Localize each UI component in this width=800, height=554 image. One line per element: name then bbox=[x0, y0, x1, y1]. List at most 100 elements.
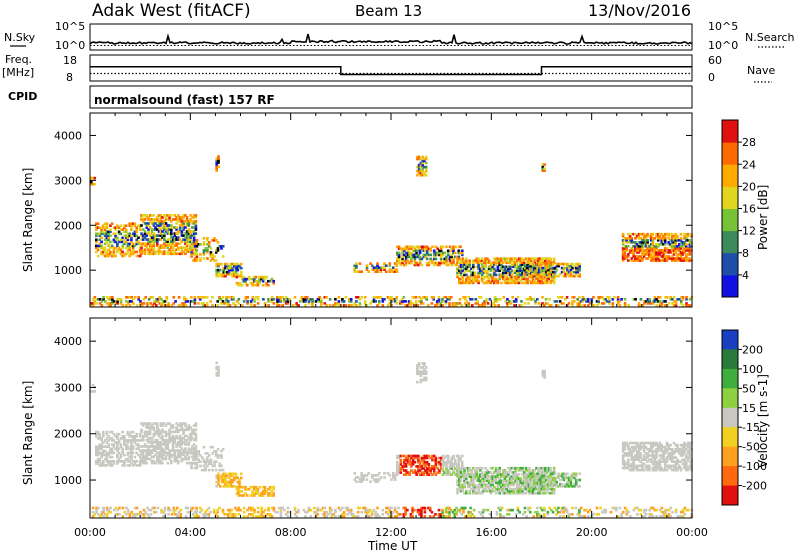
range-cell bbox=[477, 477, 480, 480]
range-cell bbox=[145, 234, 148, 237]
range-cell bbox=[217, 482, 220, 486]
range-cell bbox=[215, 274, 218, 278]
range-cell bbox=[424, 165, 428, 169]
range-cell bbox=[110, 437, 114, 440]
range-cell bbox=[491, 489, 494, 493]
range-cell bbox=[576, 274, 580, 278]
range-cell bbox=[503, 483, 507, 487]
range-cell bbox=[683, 232, 686, 236]
range-cell bbox=[300, 298, 304, 301]
range-cell bbox=[667, 251, 670, 254]
range-cell bbox=[112, 250, 116, 254]
range-cell bbox=[145, 238, 148, 241]
range-cell bbox=[281, 296, 284, 299]
range-cell bbox=[649, 259, 653, 262]
range-cell bbox=[649, 243, 653, 246]
range-cell bbox=[508, 267, 512, 271]
range-cell bbox=[644, 257, 648, 260]
range-cell bbox=[646, 456, 649, 459]
range-cell bbox=[521, 263, 524, 267]
range-cell bbox=[498, 471, 501, 474]
range-cell bbox=[523, 264, 527, 268]
range-cell bbox=[150, 445, 154, 448]
range-cell bbox=[226, 485, 229, 488]
range-cell bbox=[109, 430, 112, 434]
range-cell bbox=[669, 251, 672, 254]
range-cell bbox=[154, 238, 157, 241]
range-cell bbox=[515, 269, 519, 273]
range-cell bbox=[152, 240, 156, 243]
range-cell bbox=[438, 471, 441, 474]
range-cell bbox=[571, 266, 574, 270]
range-cell bbox=[417, 253, 420, 257]
range-cell bbox=[672, 257, 676, 260]
range-cell bbox=[531, 271, 535, 275]
range-cell bbox=[246, 277, 249, 281]
range-cell bbox=[393, 262, 397, 265]
range-cell bbox=[135, 304, 139, 307]
nsky-top-tick: 10^5 bbox=[55, 20, 85, 33]
range-cell bbox=[109, 240, 112, 244]
range-cell bbox=[192, 447, 195, 451]
range-cell bbox=[548, 478, 552, 482]
range-cell bbox=[135, 439, 138, 442]
range-cell bbox=[536, 266, 539, 270]
range-cell bbox=[117, 240, 121, 244]
range-cell bbox=[408, 247, 411, 251]
range-cell bbox=[623, 251, 627, 254]
range-cell bbox=[233, 270, 236, 274]
range-cell bbox=[378, 300, 381, 303]
range-cell bbox=[152, 234, 156, 237]
range-cell bbox=[207, 245, 211, 248]
range-cell bbox=[372, 296, 376, 299]
range-cell bbox=[164, 226, 168, 229]
range-cell bbox=[542, 489, 545, 493]
range-cell bbox=[404, 469, 408, 472]
range-cell bbox=[613, 296, 616, 299]
range-cell bbox=[121, 304, 125, 307]
range-cell bbox=[177, 428, 180, 432]
range-cell bbox=[206, 239, 209, 242]
freq-label: Freq. bbox=[5, 53, 32, 66]
range-cell bbox=[456, 259, 459, 262]
range-cell bbox=[470, 481, 473, 485]
range-cell bbox=[484, 259, 487, 262]
range-cell bbox=[685, 245, 688, 248]
range-cell bbox=[644, 441, 648, 445]
range-cell bbox=[519, 485, 522, 489]
range-cell bbox=[475, 469, 479, 472]
range-cell bbox=[454, 245, 457, 249]
range-cell bbox=[621, 249, 625, 252]
range-cell bbox=[372, 266, 376, 269]
range-cell bbox=[128, 244, 131, 248]
range-cell bbox=[135, 443, 138, 446]
range-cell bbox=[416, 366, 419, 369]
range-cell bbox=[532, 262, 536, 266]
range-cell bbox=[637, 245, 641, 248]
range-cell bbox=[507, 491, 510, 495]
range-cell bbox=[685, 302, 688, 305]
range-cell bbox=[119, 248, 123, 252]
range-cell bbox=[126, 302, 130, 305]
range-cell bbox=[646, 300, 650, 303]
range-cell bbox=[604, 298, 608, 301]
range-cell bbox=[663, 450, 667, 453]
range-cell bbox=[103, 445, 107, 448]
range-cell bbox=[442, 296, 446, 299]
range-cell bbox=[515, 281, 519, 285]
range-cell bbox=[679, 241, 683, 244]
range-cell bbox=[96, 453, 100, 457]
range-cell bbox=[655, 251, 658, 254]
range-cell bbox=[141, 242, 145, 245]
range-cell bbox=[477, 491, 480, 495]
range-cell bbox=[487, 281, 491, 285]
range-cell bbox=[192, 220, 196, 223]
range-cell bbox=[215, 264, 218, 268]
range-cell bbox=[583, 304, 586, 307]
range-cell bbox=[360, 476, 363, 479]
range-cell bbox=[240, 270, 243, 274]
range-cell bbox=[481, 302, 485, 305]
range-cell bbox=[498, 483, 501, 487]
range-cell bbox=[625, 245, 628, 248]
range-cell bbox=[237, 283, 240, 287]
